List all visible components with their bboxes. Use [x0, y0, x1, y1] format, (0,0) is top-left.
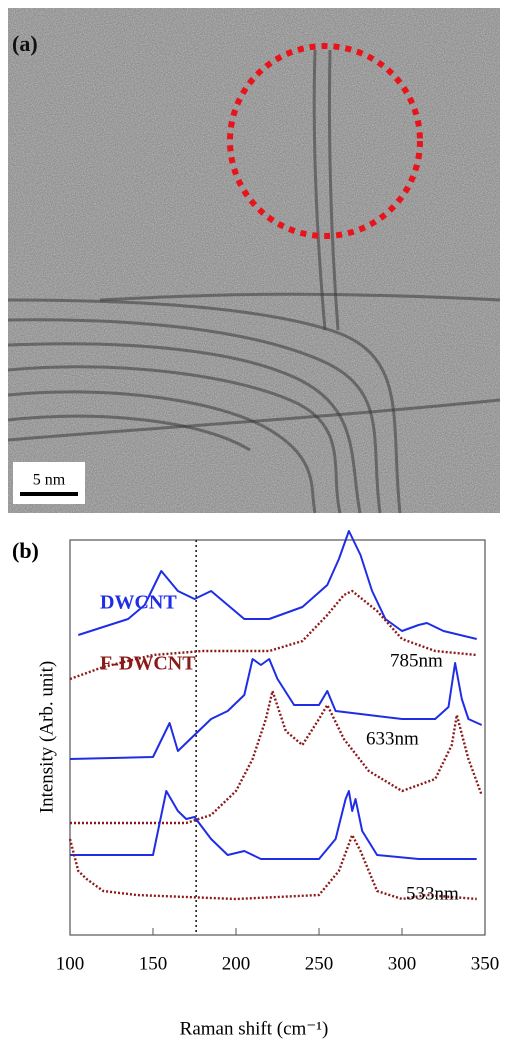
spectrum-label: 633nm [366, 728, 419, 749]
legend-entry: DWCNT [100, 592, 177, 614]
x-axis-label: Raman shift (cm⁻¹) [180, 1018, 329, 1039]
panel-label: (b) [12, 538, 39, 563]
spectrum [78, 531, 476, 639]
panel-label: (a) [12, 31, 38, 56]
x-tick-label: 250 [305, 953, 334, 974]
spectrum [70, 791, 477, 859]
x-tick-label: 150 [139, 953, 168, 974]
x-tick-label: 300 [388, 953, 417, 974]
y-axis-label: Intensity (Arb. unit) [36, 661, 57, 814]
x-tick-label: 200 [222, 953, 251, 974]
spectrum-label: 533nm [406, 883, 459, 904]
figure: (a) 5 nm (b) Raman shift (cm⁻¹) Intensit… [0, 0, 509, 1061]
tem-image: (a) 5 nm [8, 8, 500, 513]
page: (a) 5 nm (b) Raman shift (cm⁻¹) Intensit… [0, 0, 509, 1061]
x-tick-label: 100 [56, 953, 85, 974]
scale-bar-label: 5 nm [33, 472, 66, 489]
x-tick-label: 350 [471, 953, 500, 974]
spectrum-label: 785nm [390, 650, 443, 671]
legend-entry: F-DWCNT [100, 653, 196, 675]
